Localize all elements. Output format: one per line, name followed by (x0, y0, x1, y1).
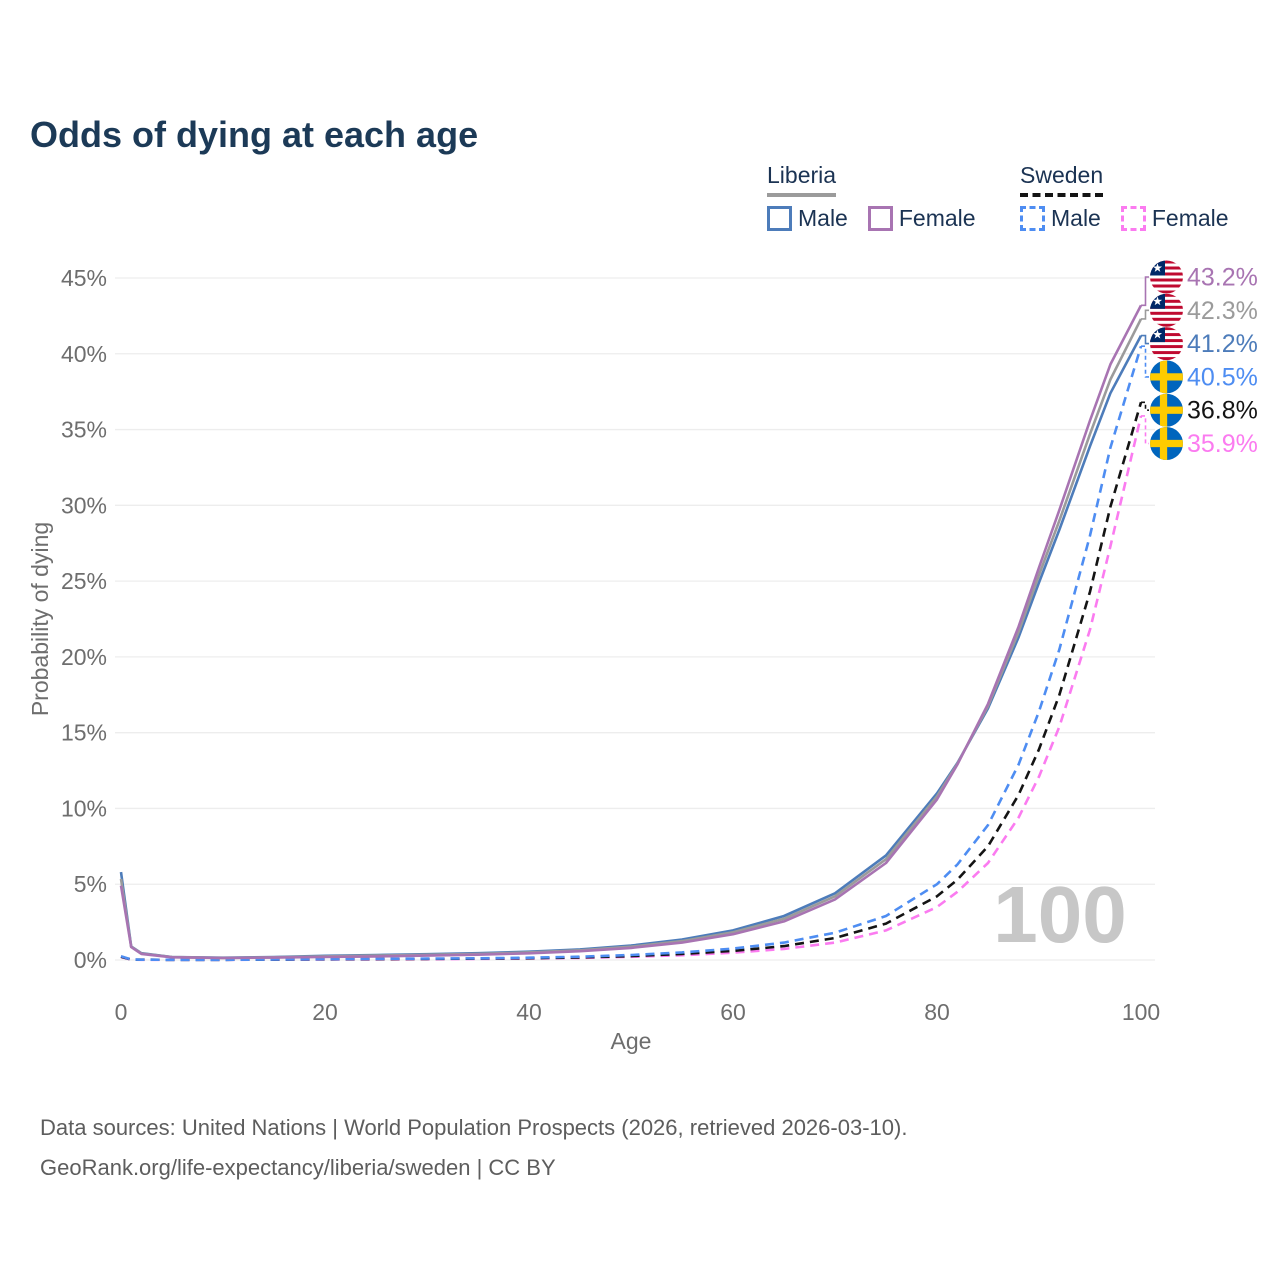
x-tick-label: 60 (720, 999, 746, 1025)
legend-item-liberia-male[interactable]: Male (767, 205, 848, 232)
legend-item-sweden-female[interactable]: Female (1120, 205, 1229, 232)
leader-line-sweden-female (1141, 415, 1149, 445)
y-tick-label: 40% (61, 341, 107, 367)
y-axis-title: Probability of dying (27, 522, 53, 716)
legend-item-label: Female (1151, 205, 1229, 231)
legend-item-label: Female (898, 205, 976, 231)
legend-country-liberia: Liberia (767, 162, 837, 197)
sweden-flag-icon (1150, 360, 1183, 394)
liberia-flag-icon (1150, 260, 1183, 294)
legend-item-label: Male (1051, 205, 1101, 231)
y-tick-label: 35% (61, 417, 107, 443)
x-tick-label: 80 (924, 999, 950, 1025)
page-title: Odds of dying at each age (30, 114, 479, 156)
y-tick-label: 20% (61, 644, 107, 670)
series-sweden-all[interactable] (120, 401, 1143, 962)
liberia-male-swatch-icon (767, 206, 792, 231)
attribution-line: GeoRank.org/life-expectancy/liberia/swed… (40, 1155, 556, 1180)
y-tick-label: 15% (61, 720, 107, 746)
chart-footer: Data sources: United Nations | World Pop… (40, 1108, 907, 1188)
end-value-label-liberia-female: 43.2% (1187, 264, 1258, 292)
end-value-label-sweden-all: 36.8% (1187, 397, 1258, 425)
sweden-flag-icon (1150, 393, 1183, 427)
y-tick-label: 10% (61, 795, 107, 821)
leader-line-liberia-male (1141, 334, 1149, 345)
data-sources-line: Data sources: United Nations | World Pop… (40, 1115, 908, 1140)
legend: Liberia Male Female Sweden Male Female (0, 162, 1280, 242)
sweden-male-swatch-icon (1020, 206, 1045, 231)
end-value-label-sweden-male: 40.5% (1187, 363, 1258, 391)
x-tick-label: 40 (516, 999, 542, 1025)
sweden-female-swatch-icon (1120, 206, 1146, 231)
y-tick-label: 30% (61, 492, 107, 518)
y-tick-label: 45% (61, 265, 107, 291)
x-tick-label: 0 (115, 999, 128, 1025)
end-value-label-liberia-male: 41.2% (1187, 330, 1258, 358)
hover-age-watermark: 100 (993, 870, 1126, 959)
x-tick-label: 100 (1122, 999, 1160, 1025)
x-axis-title: Age (611, 1028, 652, 1054)
liberia-female-swatch-icon (867, 206, 893, 231)
y-tick-label: 25% (61, 568, 107, 594)
legend-item-label: Male (798, 205, 848, 231)
liberia-flag-icon (1150, 327, 1183, 361)
y-tick-label: 5% (74, 871, 107, 897)
leader-line-liberia-all (1141, 309, 1149, 320)
series-sweden-female[interactable] (120, 415, 1143, 962)
leader-line-sweden-all (1141, 401, 1149, 411)
legend-item-liberia-female[interactable]: Female (867, 205, 976, 232)
legend-item-sweden-male[interactable]: Male (1020, 205, 1101, 232)
liberia-flag-icon (1150, 293, 1183, 327)
y-tick-label: 0% (74, 947, 107, 973)
sweden-flag-icon (1150, 427, 1183, 460)
legend-group-liberia: Liberia Male Female (767, 162, 976, 232)
series-sweden-male[interactable] (120, 345, 1143, 962)
legend-group-sweden: Sweden Male Female (1020, 162, 1229, 232)
leader-line-sweden-male (1141, 345, 1149, 378)
legend-country-sweden: Sweden (1020, 162, 1104, 197)
end-value-label-liberia-all: 42.3% (1187, 297, 1258, 325)
series-liberia-female[interactable] (119, 304, 1143, 960)
leader-line-liberia-female (1141, 276, 1149, 307)
end-value-label-sweden-female: 35.9% (1187, 430, 1258, 458)
x-tick-label: 20 (312, 999, 338, 1025)
